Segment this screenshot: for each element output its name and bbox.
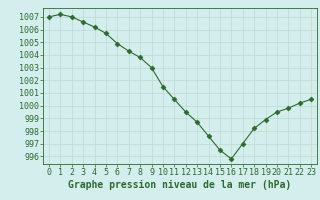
X-axis label: Graphe pression niveau de la mer (hPa): Graphe pression niveau de la mer (hPa) <box>68 180 292 190</box>
